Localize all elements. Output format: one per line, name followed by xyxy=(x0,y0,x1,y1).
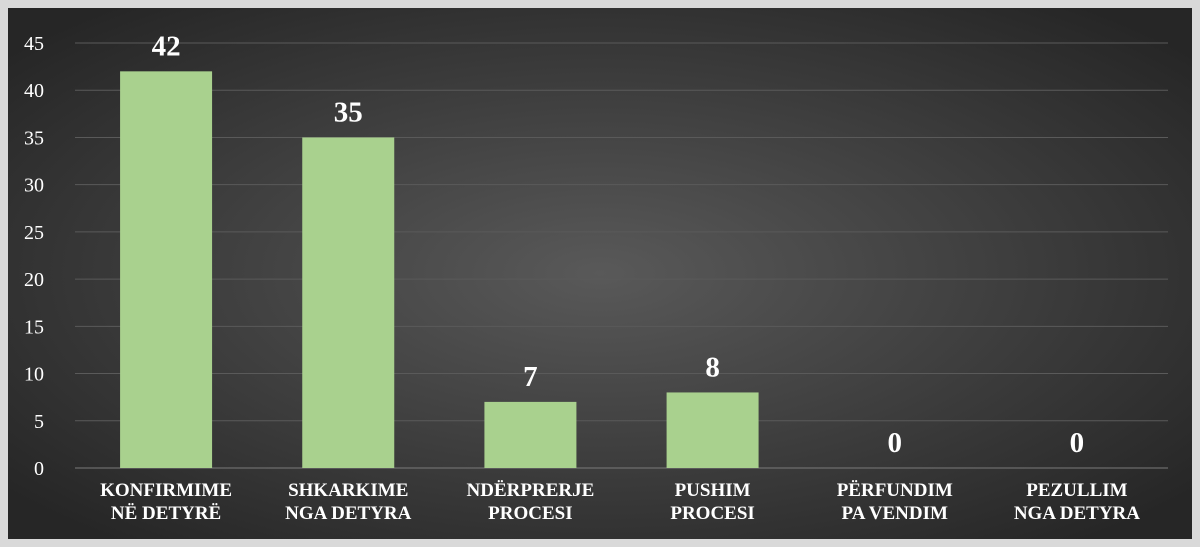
x-tick-label: PROCESI xyxy=(488,503,572,524)
data-label: 0 xyxy=(888,427,903,459)
data-label: 0 xyxy=(1070,427,1085,459)
bar xyxy=(120,71,213,469)
y-tick-label: 15 xyxy=(24,316,44,338)
y-tick-label: 5 xyxy=(34,411,44,433)
x-tick-label: KONFIRMIME xyxy=(100,480,232,501)
bar xyxy=(484,401,577,468)
data-labels: 42 35 7 8 0 0 xyxy=(152,30,1085,459)
data-label: 8 xyxy=(705,351,720,383)
bars xyxy=(120,71,759,469)
x-tick-label: NGA DETYRA xyxy=(1014,503,1140,524)
y-tick-label: 25 xyxy=(24,222,44,244)
x-tick-label: NGA DETYRA xyxy=(285,503,411,524)
x-tick-label: NDËRPRERJE xyxy=(467,480,595,501)
y-tick-label: 35 xyxy=(24,127,44,149)
data-label: 35 xyxy=(334,96,363,128)
y-tick-label: 45 xyxy=(24,33,44,55)
data-label: 7 xyxy=(523,361,538,393)
x-tick-label: PEZULLIM xyxy=(1026,480,1127,501)
bar xyxy=(666,392,759,468)
y-tick-label: 0 xyxy=(34,458,44,480)
x-tick-label: PËRFUNDIM xyxy=(837,480,953,501)
y-tick-label: 30 xyxy=(24,175,44,197)
x-tick-label: PUSHIM xyxy=(675,480,751,501)
y-tick-label: 20 xyxy=(24,269,44,291)
x-tick-label: SHKARKIME xyxy=(288,480,408,501)
x-tick-label: NË DETYRË xyxy=(111,503,221,524)
data-label: 42 xyxy=(152,30,181,62)
bar xyxy=(302,137,395,468)
y-tick-label: 40 xyxy=(24,80,44,102)
bar-chart: 0 5 10 15 20 25 30 35 40 45 42 35 7 8 0 0 KONFIRMIMENË… xyxy=(8,8,1192,539)
y-axis: 0 5 10 15 20 25 30 35 40 45 xyxy=(24,33,1168,480)
x-tick-label: PA VENDIM xyxy=(842,503,949,524)
y-tick-label: 10 xyxy=(24,364,44,386)
x-tick-label: PROCESI xyxy=(670,503,754,524)
